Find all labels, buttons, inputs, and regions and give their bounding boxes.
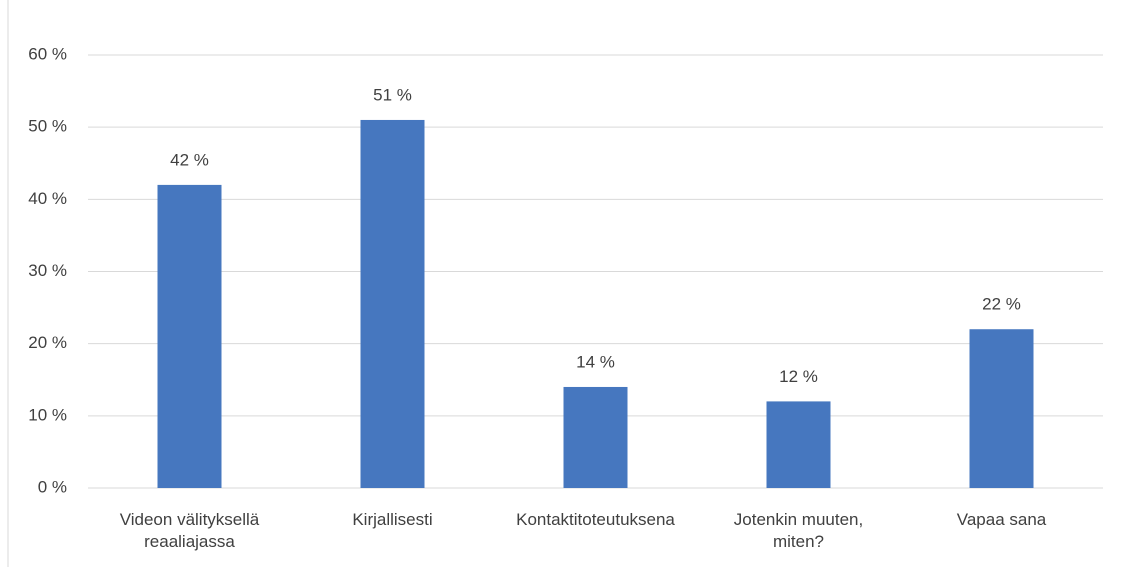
y-tick-label: 20 % [28,333,67,352]
bar [157,184,222,488]
x-tick-label: Videon välityksellä reaaliajassa [119,510,260,551]
data-label: 51 % [373,85,412,104]
x-tick-label: Kontaktitoteutuksena [516,510,675,529]
bar [563,386,628,488]
bar [766,401,831,488]
data-label: 42 % [170,150,209,169]
bar [969,329,1034,488]
x-tick-label: Jotenkin muuten, miten? [733,510,864,551]
y-tick-label: 10 % [28,405,67,424]
y-tick-label: 50 % [28,117,67,136]
y-tick-label: 40 % [28,189,67,208]
y-tick-label: 0 % [38,477,67,496]
data-label: 22 % [982,295,1021,314]
x-tick-label: Vapaa sana [956,510,1047,529]
data-label: 12 % [779,367,818,386]
bar [360,119,425,488]
x-tick-label: Kirjallisesti [352,510,433,529]
data-label: 14 % [576,352,615,371]
y-tick-label: 30 % [28,261,67,280]
y-tick-label: 60 % [28,44,67,63]
